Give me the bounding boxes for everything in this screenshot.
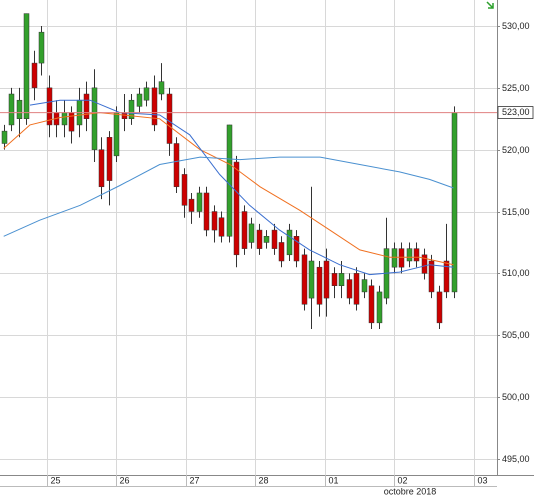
candle-body: [1, 130, 8, 144]
candle-body: [151, 87, 158, 126]
candle-body: [98, 149, 105, 188]
candle-body: [241, 211, 248, 249]
x-month-label: octobre 2018: [384, 486, 437, 496]
candle-body: [346, 279, 353, 299]
candle-body: [421, 254, 428, 274]
candle-body: [46, 87, 53, 126]
candle-body: [113, 112, 120, 157]
candle-body: [188, 198, 195, 212]
plot-area: [0, 0, 497, 475]
candle-body: [173, 143, 180, 188]
y-tick-label: 515,00: [502, 207, 530, 217]
candle-body: [331, 273, 338, 286]
candle-body: [106, 137, 113, 181]
candle-body: [391, 248, 398, 268]
y-tick-label: 500,00: [502, 392, 530, 402]
candle-body: [203, 192, 210, 231]
candle-body: [83, 93, 90, 119]
candle-body: [286, 229, 293, 256]
x-tick-label: 27: [190, 475, 200, 485]
candle-body: [181, 174, 188, 206]
candle-body: [68, 112, 75, 132]
candle-body: [233, 161, 240, 256]
candle-body: [218, 217, 225, 237]
candle-body: [278, 242, 285, 262]
candle-body: [406, 248, 413, 262]
moving-average-line: [29, 99, 454, 276]
candle-body: [353, 273, 360, 305]
candle-body: [143, 87, 150, 101]
candle-body: [211, 211, 218, 231]
last-price-label: 523,00: [502, 107, 530, 117]
y-tick-label: 505,00: [502, 330, 530, 340]
candle-body: [308, 260, 315, 299]
candle-body: [361, 279, 368, 293]
candle-body: [61, 112, 68, 126]
candle-body: [16, 99, 23, 119]
candle-body: [128, 99, 135, 119]
candle-body: [316, 266, 323, 305]
y-tick-label: 495,00: [502, 454, 530, 464]
candle-body: [256, 229, 263, 249]
candle-body: [248, 223, 255, 243]
candle-body: [428, 260, 435, 293]
y-tick-label: 520,00: [502, 145, 530, 155]
candle-body: [293, 236, 300, 262]
candle-body: [166, 93, 173, 144]
x-tick-label: 01: [329, 475, 339, 485]
x-tick-label: 25: [51, 475, 61, 485]
candle-body: [31, 62, 38, 89]
y-tick-label: 510,00: [502, 268, 530, 278]
candle-body: [301, 254, 308, 305]
x-tick-label: 28: [259, 475, 269, 485]
x-tick-label: 26: [120, 475, 130, 485]
candle-body: [436, 291, 443, 324]
candle-body: [8, 93, 15, 126]
trend-icon: [486, 1, 494, 9]
candle-body: [38, 31, 45, 64]
candle-body: [91, 87, 98, 150]
x-tick-label: 03: [478, 475, 488, 485]
candle-body: [196, 192, 203, 212]
last-price-box: [497, 106, 534, 119]
candle-body: [338, 273, 345, 286]
candle-body: [136, 93, 143, 107]
candle-body: [23, 13, 30, 119]
candle-body: [413, 248, 420, 262]
candle-body: [158, 81, 165, 95]
moving-average-line: [3, 112, 454, 266]
moving-average-line: [3, 156, 454, 237]
candle-body: [376, 291, 383, 324]
candle-body: [323, 260, 330, 299]
candle-body: [368, 285, 375, 324]
x-tick-label: 02: [398, 475, 408, 485]
candle-body: [263, 236, 270, 243]
candle-body: [443, 260, 450, 293]
candle-body: [398, 248, 405, 268]
candle-body: [271, 229, 278, 249]
y-tick-label: 525,00: [502, 83, 530, 93]
candle-body: [226, 124, 233, 237]
y-tick-label: 530,00: [502, 21, 530, 31]
